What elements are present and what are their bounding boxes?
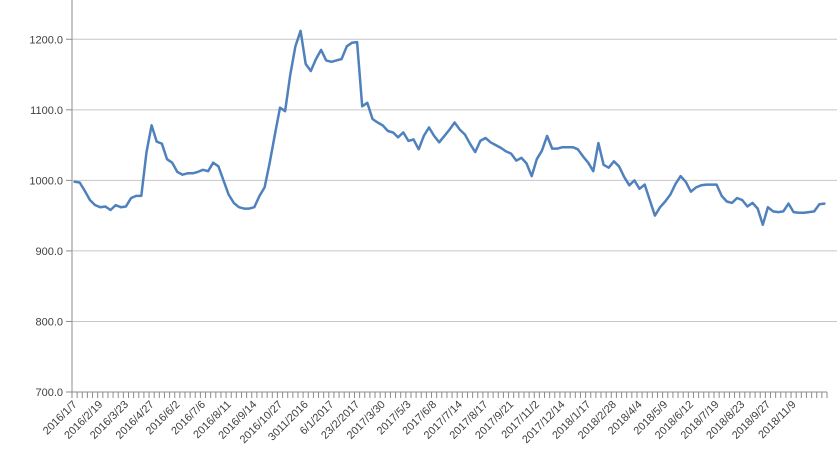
- y-axis-tick-label: 800.0: [35, 316, 63, 328]
- y-axis-tick-label: 700.0: [35, 387, 63, 399]
- y-axis-tick-label: 900.0: [35, 246, 63, 258]
- series-line: [73, 29, 826, 227]
- y-axis-tick-label: 1100.0: [30, 105, 63, 117]
- y-axis-tick-label: 1000.0: [29, 175, 63, 187]
- y-axis-tick-label: 1200.0: [29, 34, 63, 46]
